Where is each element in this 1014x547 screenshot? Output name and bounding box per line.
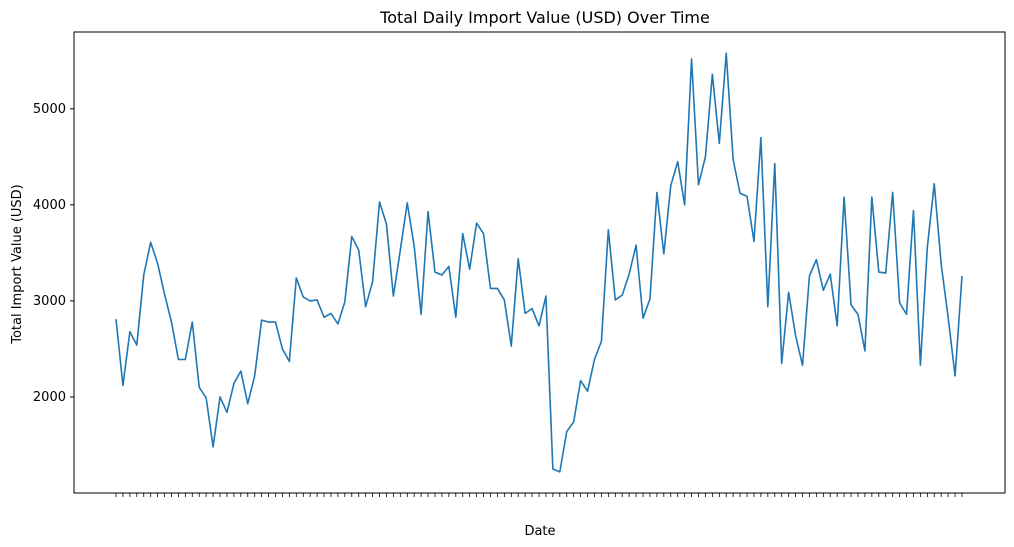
y-tick-label-3: 5000	[33, 102, 66, 117]
y-axis: 2000 3000 4000 5000	[33, 102, 74, 405]
y-axis-label: Total Import Value (USD)	[10, 184, 25, 345]
y-tick-label-2: 4000	[33, 198, 66, 213]
plot-frame	[73, 31, 1006, 494]
x-axis	[115, 493, 963, 497]
x-axis-label: Date	[524, 524, 555, 539]
plot-area: 2000 3000 4000 5000	[33, 31, 1006, 497]
y-tick-label-1: 3000	[33, 294, 66, 309]
y-tick-label-0: 2000	[33, 390, 66, 405]
chart-title: Total Daily Import Value (USD) Over Time	[379, 8, 710, 27]
